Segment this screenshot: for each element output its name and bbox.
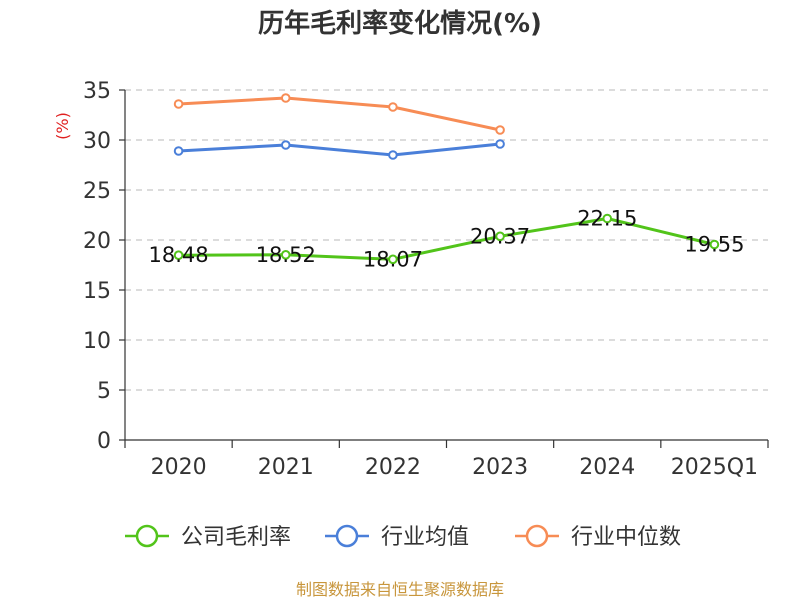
series-lines — [173, 93, 720, 265]
y-tick-label: 0 — [97, 429, 111, 454]
data-point — [280, 140, 291, 150]
x-tick-label: 2023 — [472, 455, 528, 480]
data-point — [173, 146, 184, 156]
data-point — [388, 254, 398, 265]
x-tick-label: 2021 — [258, 455, 314, 480]
data-label: 19.55 — [684, 233, 744, 257]
data-point — [173, 250, 184, 260]
x-tick-label: 2022 — [365, 455, 421, 480]
data-point — [495, 125, 505, 135]
legend-label: 公司毛利率 — [181, 525, 291, 550]
y-tick-label: 10 — [83, 329, 111, 354]
x-tick-label: 2025Q1 — [671, 455, 758, 480]
legend-item[interactable]: 行业均值 — [325, 524, 469, 550]
y-tick-label: 30 — [83, 129, 111, 154]
source-note: 制图数据来自恒生聚源数据库 — [296, 580, 504, 599]
data-label: 18.48 — [149, 243, 209, 267]
x-tick-label: 2024 — [579, 455, 635, 480]
data-point — [602, 213, 613, 224]
series-2 — [173, 93, 505, 135]
data-point — [495, 231, 505, 242]
y-tick-label: 25 — [83, 179, 111, 204]
data-point — [280, 250, 291, 260]
series-0 — [173, 213, 720, 265]
data-label: 20.37 — [470, 224, 530, 248]
legend: 公司毛利率 行业均值 行业中位数 — [125, 524, 681, 550]
data-point — [280, 93, 291, 103]
data-label: 22.15 — [577, 207, 637, 231]
data-point — [495, 139, 505, 149]
legend-label: 行业均值 — [381, 525, 469, 550]
legend-item[interactable]: 行业中位数 — [515, 524, 681, 550]
series-line — [178, 217, 715, 261]
y-tick-label: 5 — [97, 379, 111, 404]
series-line — [178, 96, 501, 132]
x-tick-label: 2020 — [151, 455, 207, 480]
series-line — [178, 142, 501, 157]
grid-lines — [125, 89, 768, 391]
legend-marker-icon — [525, 524, 549, 548]
chart-title: 历年毛利率变化情况(%) — [258, 8, 542, 39]
data-point — [388, 102, 398, 112]
y-tick-label: 15 — [83, 279, 111, 304]
data-point — [173, 99, 184, 109]
data-label: 18.52 — [256, 243, 316, 267]
legend-item[interactable]: 公司毛利率 — [125, 524, 291, 550]
y-tick-label: 20 — [83, 229, 111, 254]
data-point — [388, 150, 398, 160]
y-tick-label: 35 — [83, 79, 111, 104]
data-point — [709, 239, 720, 250]
y-axis-label: (%) — [53, 112, 72, 140]
legend-marker-icon — [135, 524, 159, 548]
data-label: 18.07 — [363, 247, 423, 271]
legend-label: 行业中位数 — [571, 525, 681, 550]
data-labels: 18.48 18.52 18.07 20.37 22.15 19.55 — [149, 207, 745, 272]
axes: 0 5 10 15 20 25 30 35 2020 2021 2022 2023 2024 2025Q1 — [83, 79, 769, 480]
legend-marker-icon — [335, 524, 359, 548]
series-1 — [173, 139, 505, 160]
